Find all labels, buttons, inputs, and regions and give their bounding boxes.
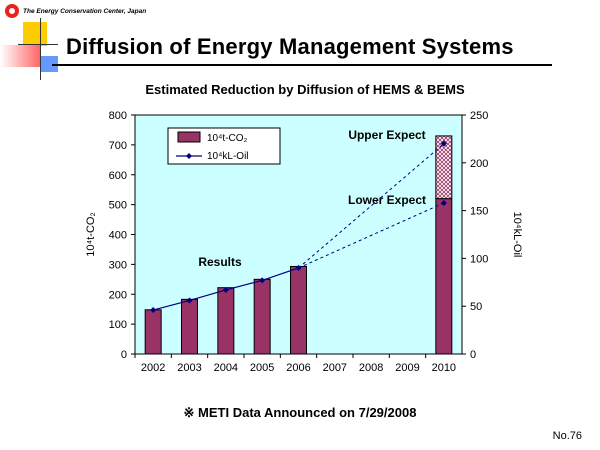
legend-bar-swatch xyxy=(177,131,201,143)
x-axis-tick-label: 2003 xyxy=(177,362,201,374)
left-axis-tick-label: 200 xyxy=(109,289,127,301)
annotation-upper-expect: Upper Expect xyxy=(348,128,425,142)
left-axis-tick-label: 100 xyxy=(109,319,127,331)
annotation-results: Results xyxy=(198,255,242,269)
decoration-blue-square xyxy=(40,56,58,72)
x-axis-tick-label: 2010 xyxy=(432,362,456,374)
organization-logo: The Energy Conservation Center, Japan xyxy=(5,4,146,18)
right-axis-tick-label: 100 xyxy=(470,253,488,265)
decoration-horizontal-line xyxy=(18,44,58,45)
x-axis-tick-label: 2002 xyxy=(141,362,165,374)
left-axis-tick-label: 600 xyxy=(109,170,127,182)
oil-point xyxy=(259,277,266,284)
right-axis-title: 10⁴kL-Oil xyxy=(511,212,523,258)
decoration-yellow-square xyxy=(23,22,47,46)
chart-title: Estimated Reduction by Diffusion of HEMS… xyxy=(145,82,465,97)
right-axis-tick-label: 250 xyxy=(470,110,488,122)
x-axis-tick-label: 2005 xyxy=(250,362,274,374)
oil-point xyxy=(186,297,193,304)
bar-2010 xyxy=(435,198,453,355)
logo-text: The Energy Conservation Center, Japan xyxy=(23,7,147,15)
bar-2005 xyxy=(253,278,271,355)
left-axis-tick-label: 800 xyxy=(109,110,127,122)
legend-line-label: 10⁴kL-Oil xyxy=(207,151,249,162)
legend-bar-label: 10⁴t-CO₂ xyxy=(207,133,248,144)
x-axis-tick-label: 2007 xyxy=(323,362,347,374)
projection-upper-point xyxy=(440,140,447,147)
reduction-chart: Estimated Reduction by Diffusion of HEMS… xyxy=(85,82,523,374)
oil-point xyxy=(150,307,157,314)
title-decoration xyxy=(0,0,60,80)
right-axis-tick-label: 200 xyxy=(470,158,488,170)
bar-2003 xyxy=(181,298,198,355)
left-axis-tick-label: 400 xyxy=(109,230,127,242)
page-number: No.76 xyxy=(552,430,582,442)
left-axis-tick-label: 500 xyxy=(109,200,127,212)
projection-lower-point xyxy=(440,199,447,206)
bar-2006 xyxy=(290,265,307,355)
right-axis-tick-label: 0 xyxy=(470,349,476,361)
logo-emblem-icon xyxy=(5,4,19,18)
left-axis-tick-label: 700 xyxy=(109,140,127,152)
x-axis-tick-label: 2009 xyxy=(395,362,419,374)
left-axis-tick-label: 300 xyxy=(109,259,127,271)
slide-title: Diffusion of Energy Management Systems xyxy=(66,34,514,59)
annotation-lower-expect: Lower Expect xyxy=(348,193,426,207)
legend-line-marker xyxy=(186,153,192,159)
left-axis-tick-label: 0 xyxy=(121,349,127,361)
oil-point xyxy=(222,286,229,293)
decoration-red-gradient xyxy=(0,45,40,67)
source-note: ※ METI Data Announced on 7/29/2008 xyxy=(183,405,417,420)
bar-upper-extension-2010 xyxy=(435,135,453,200)
x-axis-tick-label: 2008 xyxy=(359,362,383,374)
decoration-vertical-line xyxy=(40,18,41,80)
bar-2004 xyxy=(217,287,235,355)
projection-upper-line xyxy=(298,143,445,269)
right-axis-tick-label: 50 xyxy=(470,301,482,313)
right-axis-tick-label: 150 xyxy=(470,206,488,218)
title-underline xyxy=(52,64,552,66)
projection-lower-line xyxy=(298,202,445,269)
left-axis-title: 10⁴t-CO₂ xyxy=(85,212,97,256)
x-axis-tick-label: 2006 xyxy=(286,362,310,374)
x-axis-tick-label: 2004 xyxy=(214,362,238,374)
bar-2002 xyxy=(144,309,162,355)
